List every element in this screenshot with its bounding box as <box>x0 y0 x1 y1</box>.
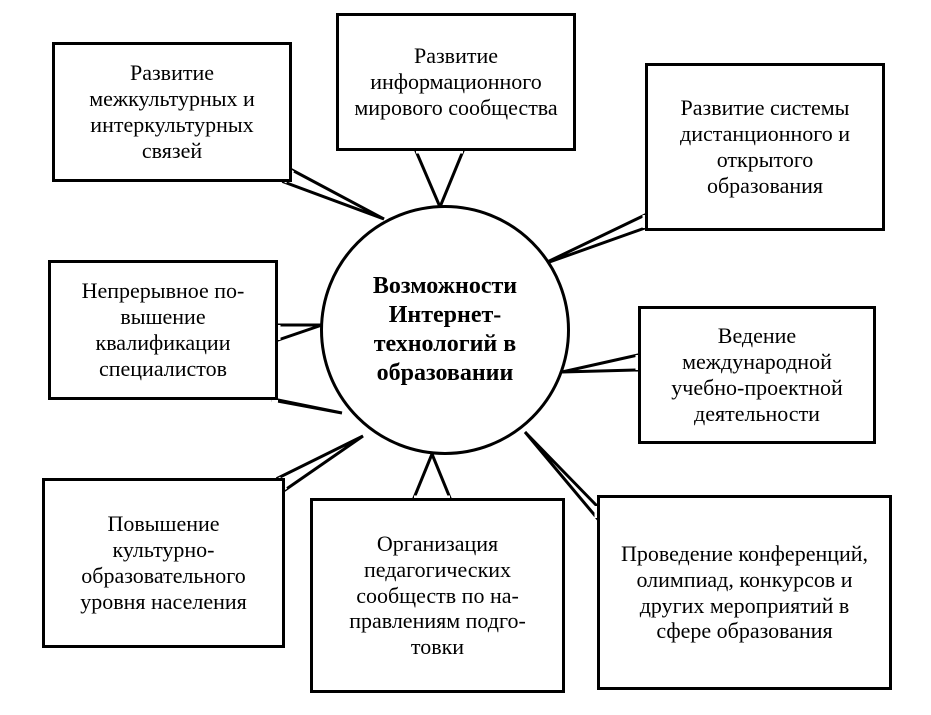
node-n4: Непрерывное по- вышение квалификации спе… <box>48 260 278 400</box>
node-label: Ведение международной учебно-проектной д… <box>651 323 863 427</box>
node-n7: Организация педагогических сообществ по … <box>310 498 565 693</box>
node-n5: Ведение международной учебно-проектной д… <box>638 306 876 444</box>
node-label: Развитие межкультурных и интеркультурных… <box>65 60 279 164</box>
node-label: Организация педагогических сообществ по … <box>323 531 552 661</box>
node-label: Развитие системы дистанционного и открыт… <box>658 95 872 199</box>
node-label: Повышение культурно-образовательного уро… <box>55 511 272 615</box>
node-n6: Повышение культурно-образовательного уро… <box>42 478 285 648</box>
node-label: Проведение конференций, олимпиад, конкур… <box>610 541 879 645</box>
center-node: Возможности Интернет-технологий в образо… <box>320 205 570 455</box>
node-n1: Развитие межкультурных и интеркультурных… <box>52 42 292 182</box>
center-label: Возможности Интернет-технологий в образо… <box>343 272 547 387</box>
node-label: Развитие информационного мирового сообще… <box>349 43 563 121</box>
node-label: Непрерывное по- вышение квалификации спе… <box>61 278 265 382</box>
node-n2: Развитие информационного мирового сообще… <box>336 13 576 151</box>
diagram-canvas: Возможности Интернет-технологий в образо… <box>0 0 931 715</box>
node-n8: Проведение конференций, олимпиад, конкур… <box>597 495 892 690</box>
node-n3: Развитие системы дистанционного и открыт… <box>645 63 885 231</box>
